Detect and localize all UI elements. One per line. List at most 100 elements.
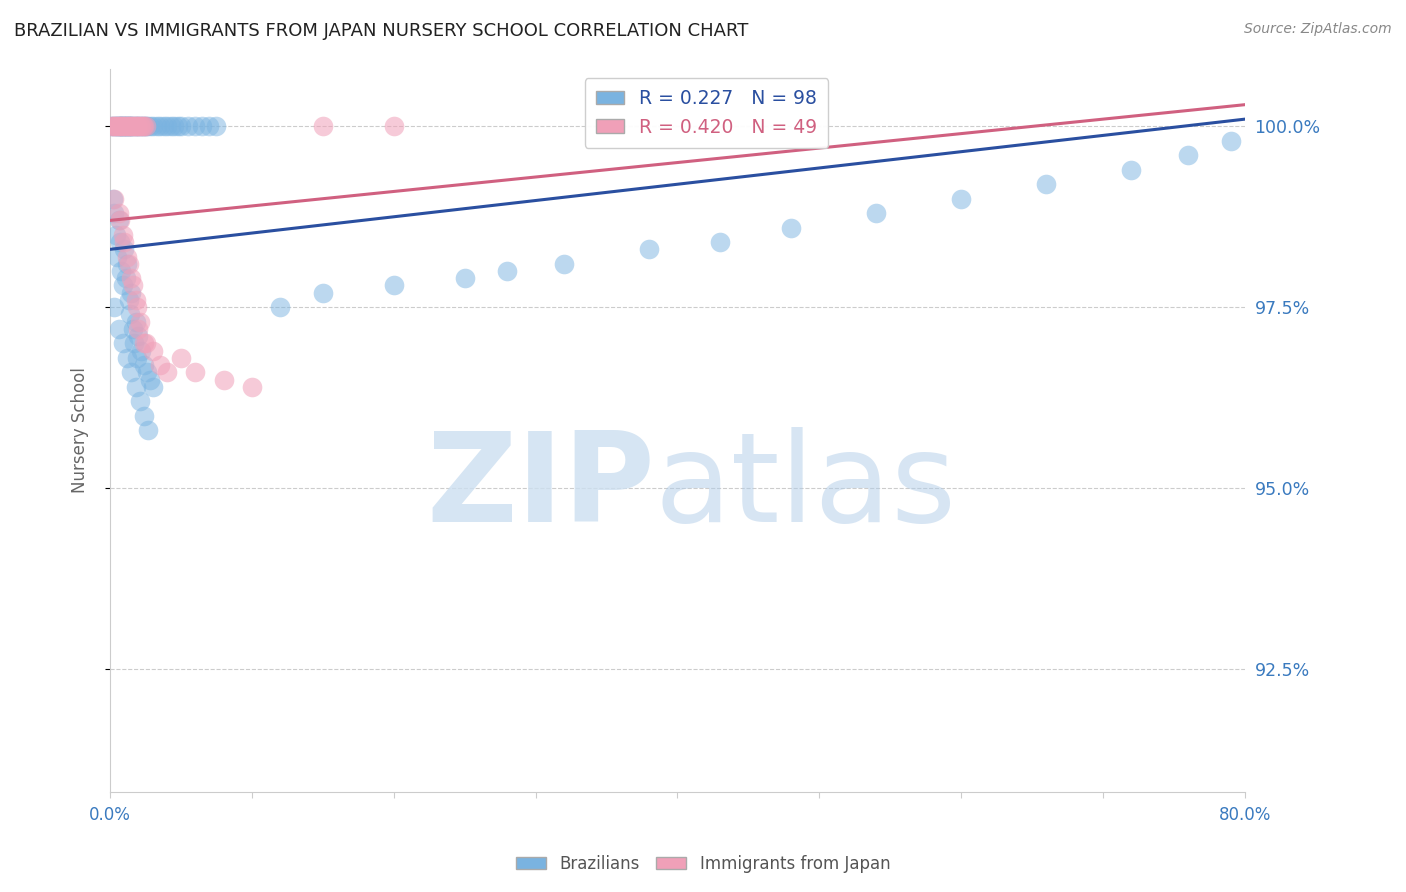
Point	[1219, 134, 1241, 148]
Point	[128, 120, 150, 134]
Point	[156, 365, 179, 379]
Point	[127, 120, 149, 134]
Point	[136, 120, 159, 134]
Point	[124, 120, 146, 134]
Point	[125, 120, 148, 134]
Point	[114, 271, 136, 285]
Point	[100, 120, 122, 134]
Point	[191, 120, 214, 134]
Point	[107, 120, 129, 134]
Point	[124, 380, 146, 394]
Point	[121, 278, 143, 293]
Point	[101, 120, 124, 134]
Point	[128, 120, 150, 134]
Point	[382, 120, 405, 134]
Point	[118, 307, 141, 321]
Point	[104, 120, 127, 134]
Point	[122, 120, 145, 134]
Point	[127, 322, 149, 336]
Point	[1177, 148, 1199, 162]
Point	[107, 120, 129, 134]
Point	[120, 285, 142, 300]
Point	[128, 394, 150, 409]
Point	[101, 192, 124, 206]
Point	[129, 120, 152, 134]
Text: Source: ZipAtlas.com: Source: ZipAtlas.com	[1244, 22, 1392, 37]
Point	[108, 120, 131, 134]
Point	[124, 315, 146, 329]
Text: ZIP: ZIP	[426, 427, 655, 549]
Point	[163, 120, 186, 134]
Point	[125, 351, 148, 365]
Point	[120, 365, 142, 379]
Point	[125, 120, 148, 134]
Point	[117, 120, 139, 134]
Point	[118, 120, 141, 134]
Point	[120, 120, 142, 134]
Point	[108, 213, 131, 227]
Point	[382, 278, 405, 293]
Point	[149, 120, 172, 134]
Point	[121, 120, 143, 134]
Point	[153, 120, 176, 134]
Point	[111, 227, 134, 242]
Point	[111, 120, 134, 134]
Point	[117, 293, 139, 307]
Text: atlas: atlas	[655, 427, 957, 549]
Point	[111, 120, 134, 134]
Point	[125, 300, 148, 314]
Point	[107, 213, 129, 227]
Point	[865, 206, 887, 220]
Point	[142, 120, 165, 134]
Point	[312, 285, 335, 300]
Point	[709, 235, 731, 249]
Point	[129, 343, 152, 358]
Point	[124, 293, 146, 307]
Point	[103, 300, 125, 314]
Point	[104, 120, 127, 134]
Point	[170, 120, 193, 134]
Point	[142, 380, 165, 394]
Point	[103, 120, 125, 134]
Point	[312, 120, 335, 134]
Point	[103, 192, 125, 206]
Point	[115, 120, 138, 134]
Point	[149, 358, 172, 372]
Point	[454, 271, 477, 285]
Point	[1035, 178, 1057, 192]
Point	[112, 235, 135, 249]
Point	[101, 120, 124, 134]
Point	[120, 120, 142, 134]
Point	[117, 257, 139, 271]
Point	[114, 120, 136, 134]
Point	[156, 120, 179, 134]
Y-axis label: Nursery School: Nursery School	[72, 368, 89, 493]
Point	[104, 227, 127, 242]
Point	[138, 423, 160, 437]
Point	[120, 120, 142, 134]
Point	[240, 380, 263, 394]
Point	[1121, 162, 1143, 177]
Point	[118, 120, 141, 134]
Point	[121, 322, 143, 336]
Point	[108, 235, 131, 249]
Point	[128, 315, 150, 329]
Point	[142, 343, 165, 358]
Point	[135, 336, 157, 351]
Legend: Brazilians, Immigrants from Japan: Brazilians, Immigrants from Japan	[509, 848, 897, 880]
Point	[114, 120, 136, 134]
Point	[131, 120, 153, 134]
Point	[121, 120, 143, 134]
Point	[950, 192, 973, 206]
Point	[111, 120, 134, 134]
Point	[638, 243, 661, 257]
Point	[135, 120, 157, 134]
Point	[108, 120, 131, 134]
Point	[139, 120, 162, 134]
Point	[105, 120, 128, 134]
Point	[134, 120, 156, 134]
Point	[115, 120, 138, 134]
Point	[110, 264, 132, 278]
Point	[115, 351, 138, 365]
Point	[100, 120, 122, 134]
